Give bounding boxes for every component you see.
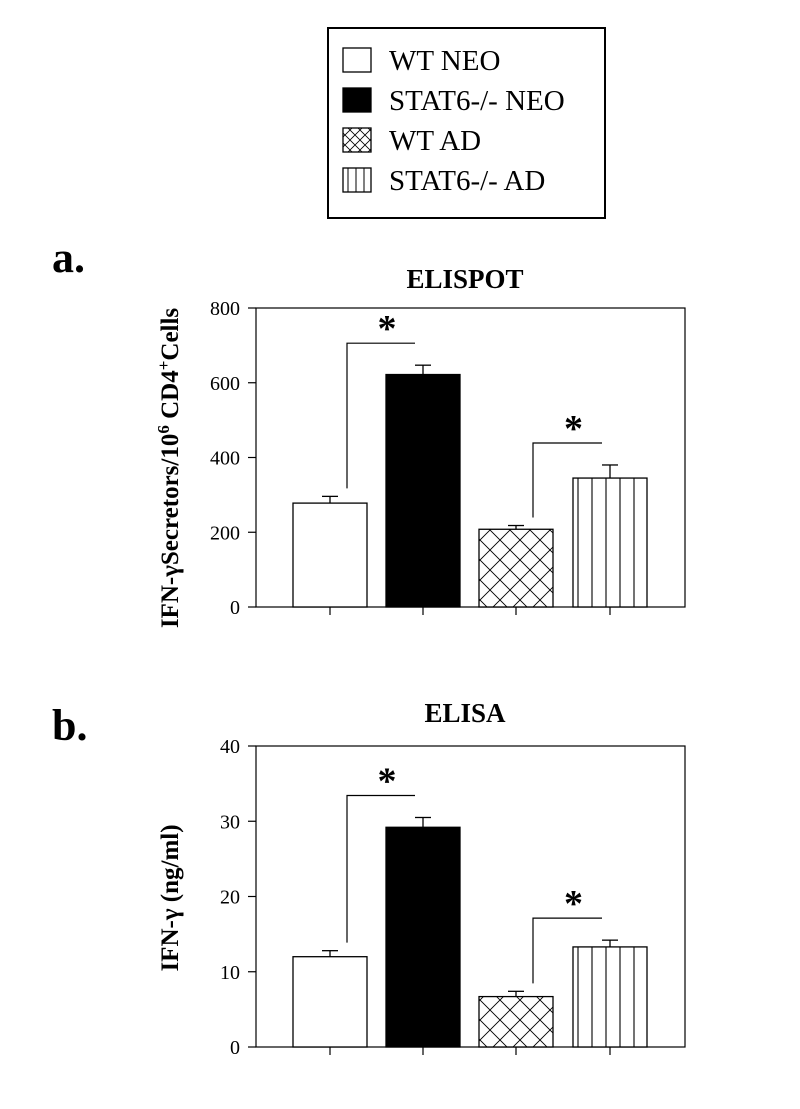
y-tick-label-2: 400: [210, 448, 240, 470]
legend-swatch-1: [342, 87, 372, 113]
chart-elispot: ELISPOT IFN-γSecretors/106 CD4+Cells 0 20…: [154, 264, 686, 629]
significance-star-1: *: [564, 883, 583, 925]
y-tick-label-3: 30: [220, 811, 240, 833]
significance-star-1: *: [564, 408, 583, 450]
legend-swatch-2: [342, 127, 372, 153]
chart-elisa: ELISA IFN-γ (ng/ml) 0 10 20 30 40 * *: [157, 698, 686, 1059]
bar-0: [292, 502, 368, 608]
significance-bracket-1: [532, 442, 602, 518]
bar-0: [292, 956, 368, 1048]
significance-bracket-0: [346, 342, 415, 489]
bar-2: [478, 995, 554, 1048]
significance-star-0: *: [378, 308, 397, 350]
legend-label-2: WT AD: [389, 125, 481, 157]
legend-swatch-3: [342, 167, 372, 193]
y-tick-label-2: 20: [220, 887, 240, 909]
y-tick-label-0: 0: [230, 1037, 240, 1059]
panel-letter-a: a.: [52, 233, 85, 282]
legend-box: [327, 27, 606, 219]
y-tick-label-1: 10: [220, 962, 240, 984]
bar-3: [572, 477, 648, 608]
significance-star-0: *: [378, 760, 397, 802]
y-tick-label-1: 200: [210, 522, 240, 544]
chart-title-elisa: ELISA: [424, 698, 506, 728]
significance-bracket-0: [346, 794, 415, 943]
y-tick-label-3: 600: [210, 373, 240, 395]
bar-1: [385, 373, 461, 608]
legend-swatch-0: [342, 47, 372, 73]
bar-2: [478, 528, 554, 608]
bar-3: [572, 946, 648, 1048]
y-axis-label-elispot: IFN-γSecretors/106 CD4+Cells: [154, 308, 184, 629]
chart-title-elispot: ELISPOT: [406, 264, 523, 294]
y-tick-label-0: 0: [230, 597, 240, 619]
significance-bracket-1: [532, 917, 602, 984]
y-axis-label-elisa: IFN-γ (ng/ml): [157, 824, 184, 971]
legend-label-3: STAT6-/- AD: [389, 165, 545, 197]
bar-1: [385, 826, 461, 1048]
legend-label-0: WT NEO: [389, 45, 500, 77]
legend: WT NEO STAT6-/- NEO WT AD STAT6-/- AD: [327, 27, 606, 219]
y-tick-label-4: 800: [210, 298, 240, 320]
legend-label-1: STAT6-/- NEO: [389, 85, 565, 117]
y-tick-label-4: 40: [220, 736, 240, 758]
panel-letter-b: b.: [52, 701, 87, 750]
